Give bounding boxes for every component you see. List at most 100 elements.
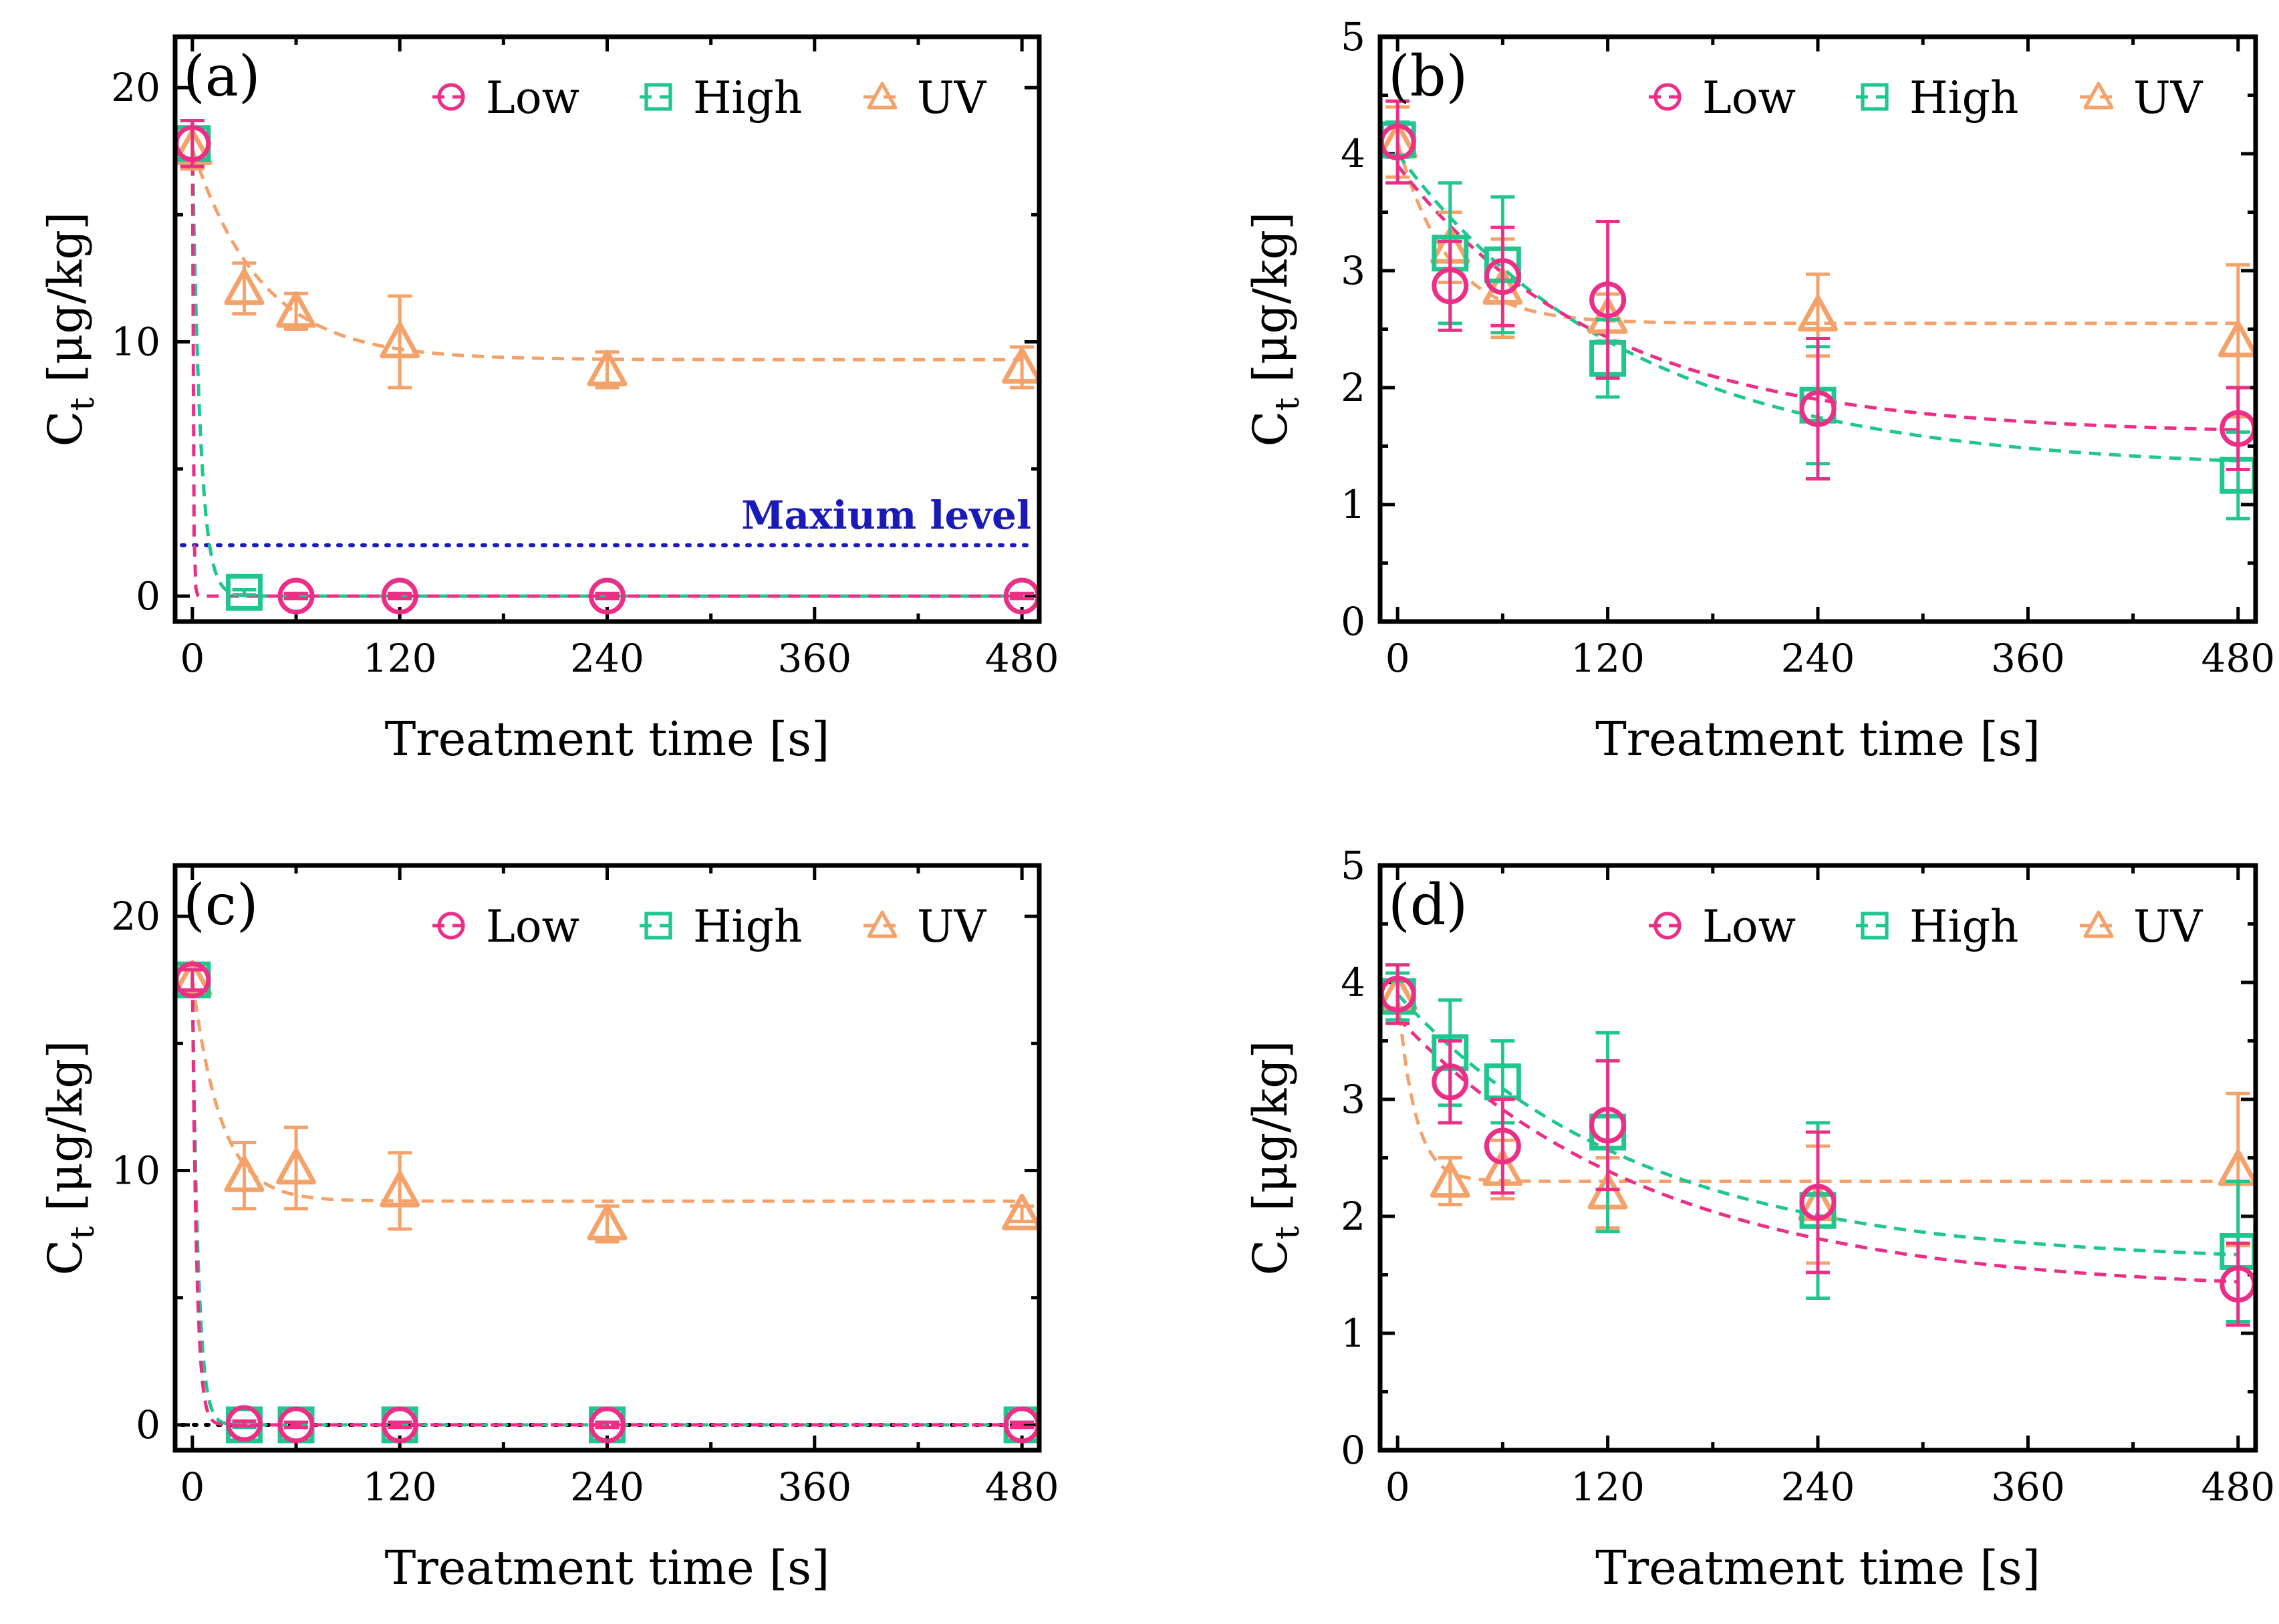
legend-item-low: Low <box>1649 901 1796 952</box>
plot-frame <box>172 34 1042 624</box>
y-tick-label: 4 <box>1341 131 1365 176</box>
plot-frame <box>1377 863 2258 1453</box>
series-low <box>1379 963 2257 1327</box>
legend-marker-high <box>644 83 672 111</box>
legend-marker-uv <box>867 910 898 938</box>
panel-label: (c) <box>183 872 259 938</box>
panel-label: (d) <box>1388 872 1468 938</box>
legend-item-high: High <box>1856 901 2018 952</box>
data-point-low <box>1432 267 1469 305</box>
legend-label: Low <box>486 901 579 952</box>
plot-frame <box>172 863 1042 1453</box>
y-tick-label: 10 <box>111 319 160 365</box>
y-tick-label: 0 <box>136 573 160 619</box>
data-point-uv <box>380 321 420 359</box>
data-point-uv <box>1798 295 1838 332</box>
y-tick-label: 5 <box>1341 843 1365 888</box>
y-axis-title-sub: t <box>1268 1226 1307 1240</box>
data-point-low <box>1589 1107 1627 1143</box>
data-point-low <box>277 1406 315 1444</box>
y-axis-title-unit: [μg/kg] <box>1243 212 1298 398</box>
y-tick-label: 1 <box>1341 482 1365 527</box>
panel-a: 0 120 240 360 480 0 10 20 Maxium level (a) Low High… <box>38 34 1059 767</box>
data-point-high <box>225 573 263 611</box>
x-tick-label: 240 <box>570 1464 644 1510</box>
y-axis-title: Ct [μg/kg] <box>1243 212 1307 447</box>
x-tick-label: 0 <box>1385 636 1410 681</box>
x-tick-label: 0 <box>180 636 205 681</box>
x-tick-label: 480 <box>2201 636 2275 681</box>
y-tick-label: 4 <box>1341 960 1365 1005</box>
data-point-uv <box>587 1204 628 1241</box>
x-axis-title: Treatment time [s] <box>385 1540 830 1595</box>
y-axis-title-main: C <box>38 1240 93 1276</box>
data-point-uv <box>276 291 316 328</box>
x-tick-label: 360 <box>1991 1464 2065 1510</box>
data-point-uv <box>1002 1194 1043 1230</box>
data-point-uv <box>587 350 628 386</box>
y-tick-label: 20 <box>111 65 160 110</box>
data-point-low <box>225 1405 263 1442</box>
legend-label: Low <box>1702 901 1796 952</box>
y-axis-title-sub: t <box>1268 398 1307 411</box>
legend-item-uv: UV <box>2080 901 2203 952</box>
x-tick-label: 0 <box>1385 1464 1410 1510</box>
series-low <box>174 961 1041 1444</box>
legend-item-high: High <box>640 901 802 952</box>
x-tick-label: 360 <box>777 1464 851 1510</box>
x-tick-label: 240 <box>1781 636 1855 681</box>
data-point-low <box>381 577 418 615</box>
y-tick-label: 3 <box>1341 248 1365 293</box>
data-point-low <box>1799 1184 1837 1221</box>
data-point-uv <box>2218 321 2258 358</box>
y-axis-title-main: C <box>1243 1240 1298 1276</box>
legend-marker-high <box>1861 83 1889 111</box>
x-tick-label: 120 <box>363 636 437 681</box>
legend-marker-high <box>1861 912 1889 940</box>
legend-label: UV <box>917 72 987 124</box>
x-tick-label: 240 <box>1781 1464 1855 1510</box>
y-tick-label: 3 <box>1341 1077 1365 1122</box>
data-point-uv <box>1430 1161 1470 1198</box>
data-point-low <box>1589 281 1627 319</box>
x-tick-label: 240 <box>570 636 644 681</box>
x-axis-title: Treatment time [s] <box>385 712 830 767</box>
y-tick-label: 5 <box>1341 14 1365 59</box>
y-tick-label: 20 <box>111 894 160 939</box>
x-tick-label: 480 <box>985 1464 1059 1510</box>
y-tick-label: 0 <box>1341 599 1365 644</box>
legend-marker-low <box>437 912 465 940</box>
legend-item-uv: UV <box>863 901 987 952</box>
y-axis-title-main: C <box>1243 411 1298 447</box>
y-tick-label: 0 <box>136 1402 160 1448</box>
data-point-uv <box>1002 347 1043 384</box>
y-tick-label: 0 <box>1341 1428 1365 1473</box>
plot-frame <box>1377 34 2258 624</box>
legend-label: Low <box>486 72 579 124</box>
legend-item-uv: UV <box>863 72 987 124</box>
legend-label: Low <box>1702 72 1796 124</box>
x-tick-label: 480 <box>2201 1464 2275 1510</box>
y-axis-title-unit: [μg/kg] <box>38 212 93 398</box>
series-low <box>1379 99 2257 481</box>
data-point-uv <box>380 1171 420 1208</box>
y-axis-title-unit: [μg/kg] <box>38 1041 93 1226</box>
y-tick-label: 2 <box>1341 1194 1365 1239</box>
tick-marks <box>1380 35 2256 624</box>
fit-curve-uv <box>190 979 1023 1203</box>
y-tick-label: 1 <box>1341 1311 1365 1356</box>
legend-label: UV <box>2133 901 2203 952</box>
x-tick-label: 360 <box>1991 636 2065 681</box>
fit-curve-low <box>190 143 1023 598</box>
series-low <box>174 119 1041 615</box>
data-point-low <box>1799 390 1837 427</box>
legend-label: High <box>693 901 802 952</box>
x-tick-label: 120 <box>1571 1464 1645 1510</box>
y-axis-title-main: C <box>38 411 93 447</box>
data-point-uv <box>224 268 265 305</box>
x-axis-title: Treatment time [s] <box>1595 712 2040 767</box>
y-axis-title: Ct [μg/kg] <box>38 212 102 447</box>
legend-marker-uv <box>2083 82 2114 110</box>
x-axis-title: Treatment time [s] <box>1595 1540 2040 1595</box>
x-tick-label: 360 <box>777 636 851 681</box>
